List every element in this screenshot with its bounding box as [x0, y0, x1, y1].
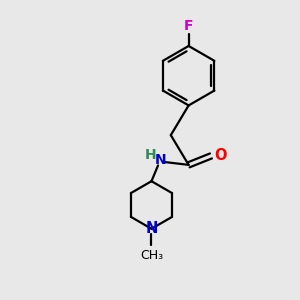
Text: N: N	[154, 153, 166, 167]
Text: O: O	[214, 148, 227, 164]
Text: CH₃: CH₃	[140, 249, 163, 262]
Text: F: F	[184, 19, 194, 33]
Text: N: N	[146, 221, 158, 236]
Text: H: H	[145, 148, 157, 162]
